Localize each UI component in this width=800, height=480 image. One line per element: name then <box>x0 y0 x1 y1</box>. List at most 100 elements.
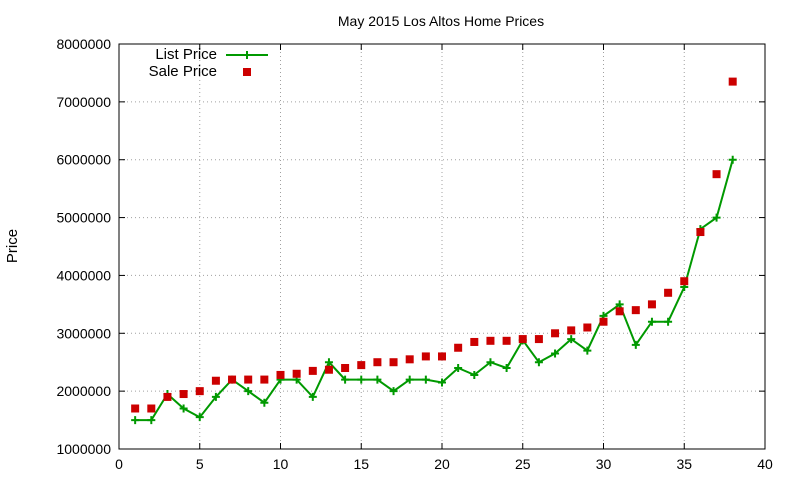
sale-price-point <box>712 170 721 179</box>
sale-price-point <box>518 335 527 344</box>
y-tick-label: 5000000 <box>56 210 111 226</box>
list-price-point <box>583 346 592 355</box>
sale-price-point <box>534 335 543 344</box>
sale-price-point <box>664 288 673 297</box>
grid-lines <box>119 44 765 449</box>
sale-price-point <box>599 317 608 326</box>
list-price-point <box>438 378 446 387</box>
list-price-point <box>470 370 479 379</box>
list-price-point <box>373 375 382 384</box>
list-price-point <box>131 416 140 425</box>
list-price-point <box>647 317 656 326</box>
sale-price-point <box>292 369 301 378</box>
list-price-point <box>454 364 463 372</box>
y-axis-ticks: 1000000 2000000 3000000 4000000 5000000 60000… <box>56 36 765 457</box>
legend-swatch-list-price <box>226 51 268 59</box>
sale-price-point <box>405 355 414 364</box>
sale-price-point <box>179 390 188 399</box>
chart-title: May 2015 Los Altos Home Prices <box>338 13 544 29</box>
list-price-point <box>421 375 430 384</box>
y-tick-label: 8000000 <box>56 36 111 52</box>
sale-price-point <box>147 404 156 413</box>
x-tick-label: 40 <box>757 456 773 472</box>
legend: List Price Sale Price <box>149 46 268 80</box>
sale-price-point <box>211 376 220 385</box>
x-tick-label: 35 <box>676 456 692 472</box>
sale-price-point <box>647 300 656 309</box>
x-tick-label: 25 <box>515 456 531 472</box>
y-tick-label: 2000000 <box>56 383 111 399</box>
sale-price-point <box>163 392 172 401</box>
legend-swatch-sale-price <box>243 68 251 76</box>
list-price-point <box>211 392 220 401</box>
sale-price-point <box>454 343 463 352</box>
series-layer <box>131 77 737 425</box>
y-tick-label: 3000000 <box>56 325 111 341</box>
list-price-point <box>486 358 495 367</box>
sale-price-point <box>195 387 204 396</box>
legend-sale-price-marker <box>243 68 251 76</box>
x-tick-label: 5 <box>196 456 204 472</box>
sale-price-point <box>502 336 511 345</box>
sale-price-point <box>308 366 317 375</box>
list-price-point <box>502 364 511 372</box>
sale-price-point <box>341 364 350 372</box>
x-axis-ticks: 0 5 10 15 20 25 30 35 40 <box>115 44 773 472</box>
list-price-point <box>664 317 673 326</box>
y-tick-label: 7000000 <box>56 94 111 110</box>
list-price-point <box>551 349 560 358</box>
list-price-point <box>260 398 269 407</box>
sale-price-point <box>421 352 430 361</box>
list-price-point <box>615 300 624 309</box>
sale-price-point <box>389 358 398 367</box>
list-price-point <box>195 413 204 422</box>
list-price-point <box>405 375 414 384</box>
x-tick-label: 10 <box>273 456 289 472</box>
list-price-point <box>389 387 398 396</box>
sale-price-point <box>244 375 253 384</box>
y-tick-label: 6000000 <box>56 152 111 168</box>
sale-price-point <box>131 404 140 413</box>
sale-price-point <box>373 358 382 367</box>
x-tick-label: 0 <box>115 456 123 472</box>
list-price-point <box>567 335 576 344</box>
sale-price-point <box>631 306 640 315</box>
sale-price-point <box>728 77 737 86</box>
list-price-point <box>712 213 721 222</box>
x-tick-label: 20 <box>434 456 450 472</box>
sale-price-point <box>680 277 689 286</box>
list-price-line <box>135 159 734 422</box>
sale-price-point <box>486 336 495 345</box>
sale-price-point <box>583 323 592 332</box>
sale-price-point <box>324 365 333 374</box>
x-tick-label: 30 <box>596 456 612 472</box>
sale-price-point <box>260 375 269 384</box>
sale-price-point <box>438 352 446 361</box>
sale-price-point <box>567 326 576 335</box>
legend-label-list-price: List Price <box>155 46 217 63</box>
list-price-point <box>179 404 188 413</box>
legend-label-sale-price: Sale Price <box>149 63 217 80</box>
list-price-point <box>341 375 350 384</box>
y-tick-label: 4000000 <box>56 267 111 283</box>
sale-price-point <box>696 228 705 237</box>
list-price-point <box>308 392 317 401</box>
list-price-point <box>357 375 366 384</box>
sale-price-point <box>228 375 237 384</box>
list-price-point <box>631 340 640 349</box>
legend-list-price-marker <box>243 51 251 59</box>
sale-price-point <box>357 361 366 370</box>
list-price-point <box>728 155 737 164</box>
y-axis-label: Price <box>4 229 21 263</box>
sale-price-point <box>276 370 285 379</box>
list-price-point <box>147 416 156 425</box>
list-price-point <box>324 358 333 367</box>
sale-price-point <box>470 337 479 346</box>
sale-price-point <box>615 307 624 316</box>
list-price-point <box>244 387 253 396</box>
x-tick-label: 15 <box>353 456 369 472</box>
y-tick-label: 1000000 <box>56 441 111 457</box>
sale-price-point <box>551 329 560 338</box>
list-price-point <box>534 358 543 367</box>
